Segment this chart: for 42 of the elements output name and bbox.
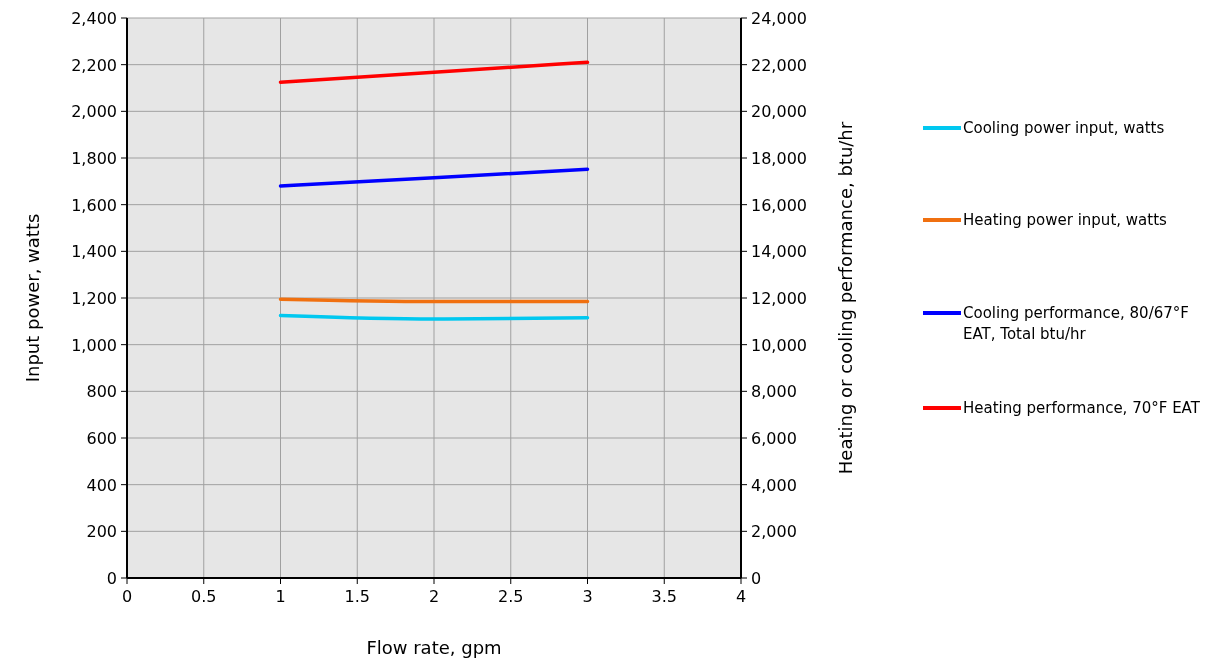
- x-tick-label: 1.5: [344, 587, 370, 606]
- y-tick-label: 1,600: [71, 195, 117, 215]
- legend-label: Heating performance, 70°F EAT: [963, 399, 1201, 417]
- x-tick-label: 2.5: [498, 587, 524, 606]
- y-tick-label: 1,200: [71, 289, 117, 308]
- legend-label: Heating power input, watts: [963, 211, 1168, 229]
- y2-tick-label: 22,000: [751, 55, 807, 75]
- x-tick-label: 1: [275, 587, 286, 606]
- y-axis-title: Input power, watts: [22, 213, 43, 383]
- x-tick-label: 0.5: [191, 587, 217, 606]
- x-tick-label: 0: [121, 587, 133, 606]
- x-tick-label: 4: [735, 587, 747, 606]
- legend-label: Cooling power input, watts: [963, 119, 1165, 137]
- y-tick-label: 1,000: [71, 335, 117, 355]
- y2-tick-label: 6,000: [751, 429, 797, 448]
- y-tick-label: 2,000: [71, 102, 117, 122]
- y-tick-label: 600: [86, 429, 117, 448]
- x-tick-label: 3.5: [651, 587, 677, 606]
- y2-tick-label: 16,000: [751, 195, 807, 215]
- y-tick-label: 2,400: [71, 9, 117, 28]
- y2-tick-label: 2,000: [751, 522, 797, 542]
- y2-tick-label: 18,000: [751, 149, 807, 168]
- y-tick-label: 1,800: [71, 149, 117, 168]
- x-tick-label: 2: [428, 587, 440, 606]
- x-axis-title: Flow rate, gpm: [366, 637, 502, 658]
- y-tick-label: 1,400: [71, 242, 117, 262]
- y2-tick-label: 20,000: [751, 102, 807, 122]
- y2-tick-label: 0: [751, 569, 762, 588]
- y-tick-label: 400: [86, 475, 117, 495]
- y2-tick-label: 12,000: [751, 289, 807, 308]
- y2-tick-label: 8,000: [751, 382, 797, 402]
- y-tick-label: 200: [86, 522, 117, 542]
- x-tick-label: 3: [582, 587, 593, 606]
- legend-label: Cooling performance, 80/67°F EAT, Total btu/hr: [963, 304, 1189, 343]
- y2-tick-label: 4,000: [751, 475, 797, 495]
- y2-axis-title: Heating or cooling performance, btu/hr: [835, 121, 856, 475]
- y2-tick-label: 10,000: [751, 335, 807, 355]
- y2-tick-label: 14,000: [751, 242, 807, 262]
- y-tick-label: 2,200: [71, 55, 117, 75]
- y-tick-label: 800: [86, 382, 117, 402]
- y-tick-label: 0: [106, 569, 117, 588]
- y2-tick-label: 24,000: [751, 9, 807, 28]
